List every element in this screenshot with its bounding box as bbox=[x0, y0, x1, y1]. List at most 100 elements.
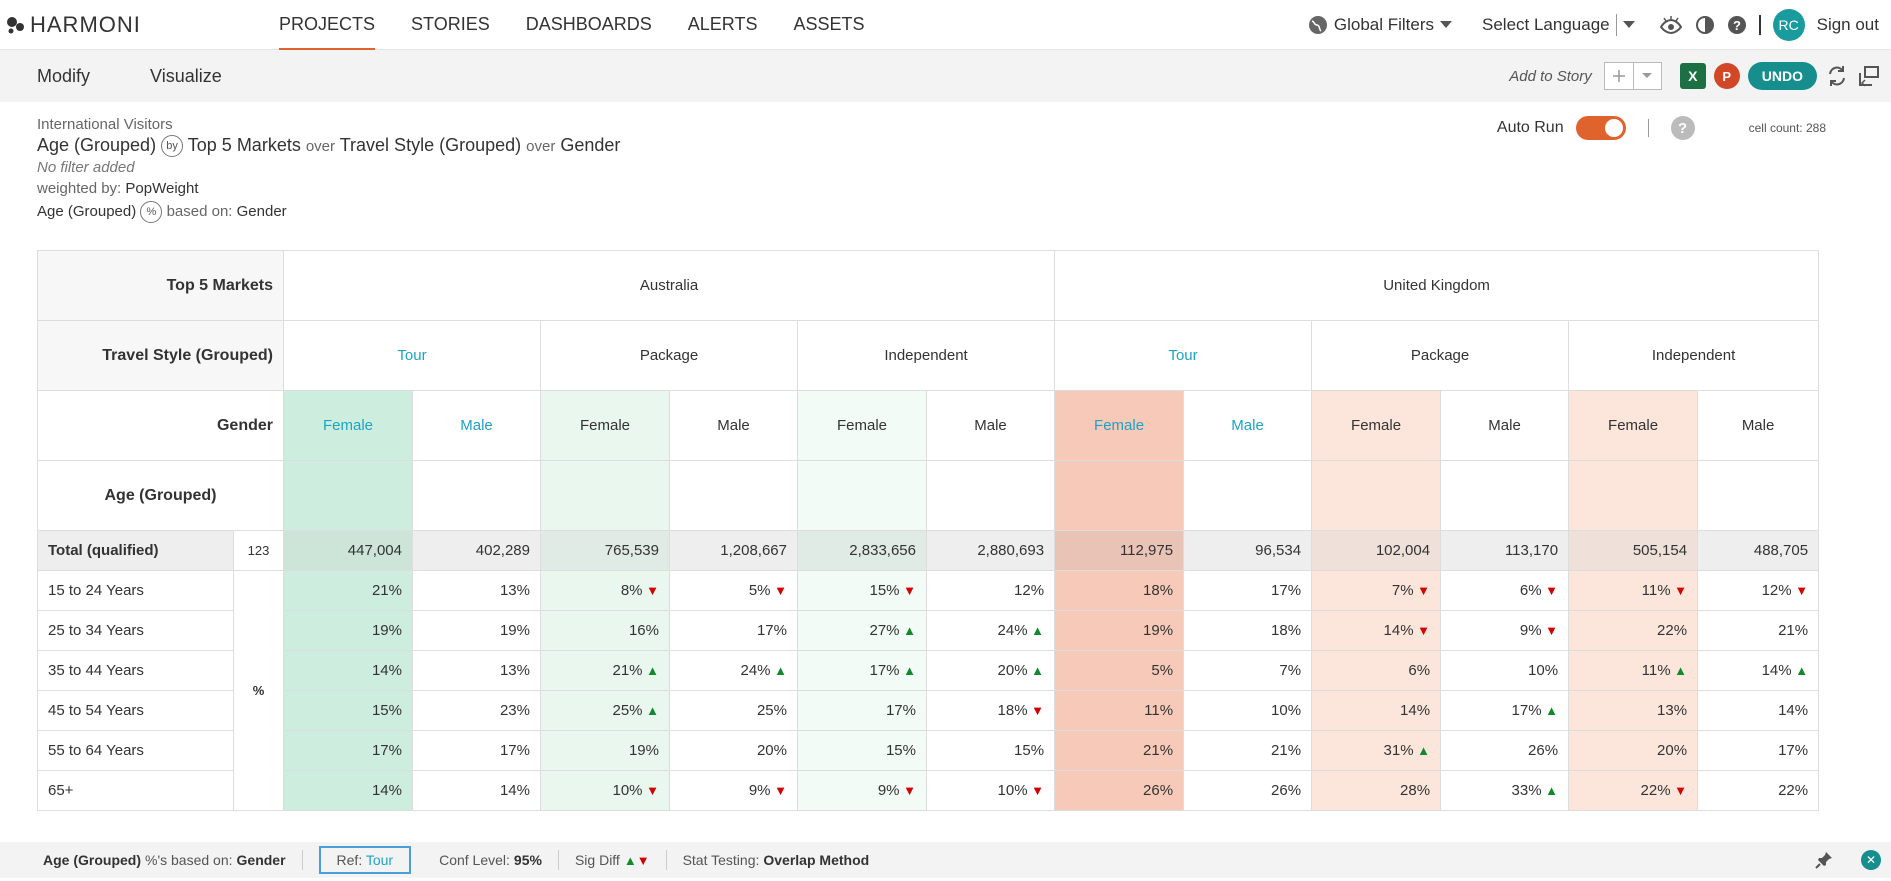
modify-tab[interactable]: Modify bbox=[37, 65, 91, 86]
eye-icon[interactable] bbox=[1659, 15, 1683, 35]
cell-value: 15% bbox=[869, 582, 900, 599]
sign-out-link[interactable]: Sign out bbox=[1816, 14, 1879, 34]
markets-label[interactable]: Top 5 Markets bbox=[37, 250, 284, 321]
style-header-tour[interactable]: Tour bbox=[283, 320, 541, 391]
style-header[interactable]: Independent bbox=[1568, 320, 1820, 391]
total-cell: 505,154 bbox=[1568, 530, 1699, 571]
arrow-up-icon: ▲ bbox=[770, 663, 787, 678]
tab-projects[interactable]: PROJECTS bbox=[261, 0, 393, 50]
reference-selector[interactable]: Ref: Tour bbox=[318, 846, 412, 874]
gender-label[interactable]: Gender bbox=[37, 390, 284, 461]
auto-run-toggle[interactable] bbox=[1575, 116, 1626, 140]
cell-value: 10% bbox=[997, 782, 1028, 799]
cell-value: 13% bbox=[499, 582, 530, 599]
cell-value: 11% bbox=[1641, 582, 1671, 599]
gender-header[interactable]: Male bbox=[925, 390, 1056, 461]
cell-value: 14% bbox=[1778, 702, 1809, 719]
style-header-row: Travel Style (Grouped) Tour Package Inde… bbox=[37, 320, 1820, 391]
cell-value: 15% bbox=[885, 742, 916, 759]
gender-header[interactable]: Male bbox=[1183, 390, 1313, 461]
tab-assets[interactable]: ASSETS bbox=[793, 14, 865, 34]
row-label: 65+ bbox=[37, 770, 234, 811]
pin-icon[interactable] bbox=[1815, 851, 1833, 869]
excel-export-icon[interactable]: X bbox=[1679, 63, 1706, 89]
gender-header[interactable]: Male bbox=[1440, 390, 1570, 461]
cell-value: 16% bbox=[628, 622, 659, 639]
cell-value: 23% bbox=[499, 702, 530, 719]
header-spacer bbox=[1183, 460, 1313, 531]
tab-dashboards[interactable]: DASHBOARDS bbox=[525, 14, 652, 34]
gender-header[interactable]: Male bbox=[1697, 390, 1820, 461]
help-icon[interactable]: ? bbox=[1727, 15, 1747, 35]
cell-value: 17% bbox=[1778, 742, 1809, 759]
cell-value: 11% bbox=[1641, 662, 1671, 679]
gender-header[interactable]: Female bbox=[1054, 390, 1185, 461]
cell-value: 6% bbox=[1519, 582, 1542, 599]
column-variable-3[interactable]: Gender bbox=[560, 135, 621, 155]
global-filters-dropdown[interactable]: Global Filters bbox=[1308, 15, 1452, 35]
weight-variable[interactable]: PopWeight bbox=[125, 180, 199, 198]
arrow-up-icon: ▲ bbox=[1670, 663, 1688, 678]
gender-header[interactable]: Male bbox=[669, 390, 798, 461]
plus-icon[interactable] bbox=[1605, 63, 1633, 89]
toolbar: Modify Visualize Add to Story X P UNDO bbox=[0, 50, 1891, 102]
data-cell: 17% bbox=[669, 610, 798, 651]
column-variable-1[interactable]: Top 5 Markets bbox=[187, 135, 301, 155]
cell-value: 21% bbox=[1143, 742, 1174, 759]
market-header: Australia bbox=[282, 250, 1056, 321]
stat-label: Stat Testing: bbox=[682, 852, 760, 868]
gender-header[interactable]: Female bbox=[797, 390, 927, 461]
style-header[interactable]: Package bbox=[1311, 320, 1570, 391]
total-base: 123 bbox=[233, 530, 284, 571]
tab-alerts[interactable]: ALERTS bbox=[687, 14, 758, 34]
data-cell: 28% bbox=[1311, 770, 1442, 811]
cell-value: 18% bbox=[1271, 622, 1302, 639]
cell-value: 22% bbox=[1640, 782, 1671, 799]
data-cell: 13% bbox=[412, 570, 541, 611]
style-header[interactable]: Independent bbox=[796, 320, 1056, 391]
gender-header[interactable]: Female bbox=[283, 390, 413, 461]
data-cell: 17% bbox=[283, 730, 413, 771]
arrow-up-icon: ▲ bbox=[1413, 743, 1431, 758]
undo-button[interactable]: UNDO bbox=[1747, 62, 1817, 90]
data-cell: 19% bbox=[1054, 610, 1185, 651]
gender-header[interactable]: Female bbox=[1311, 390, 1442, 461]
language-dropdown[interactable]: Select Language bbox=[1482, 13, 1635, 36]
gender-header[interactable]: Female bbox=[540, 390, 670, 461]
data-cell: 14% bbox=[283, 770, 413, 811]
avatar[interactable]: RC bbox=[1772, 8, 1805, 41]
cell-value: 20% bbox=[756, 742, 787, 759]
row-label: 35 to 44 Years bbox=[37, 650, 234, 691]
cell-value: 33% bbox=[1511, 782, 1542, 799]
stat-testing[interactable]: Stat Testing: Overlap Method bbox=[667, 850, 886, 870]
column-variable-2[interactable]: Travel Style (Grouped) bbox=[339, 135, 522, 155]
sig-diff[interactable]: Sig Diff ▲ ▼ bbox=[559, 850, 667, 870]
table-row: 45 to 54 Years 15% 23% 25% ▲ 25% 17% 18% ▼ 11% 1… bbox=[37, 690, 1820, 731]
style-header-tour[interactable]: Tour bbox=[1054, 320, 1313, 391]
confidence-level[interactable]: Conf Level: 95% bbox=[423, 850, 559, 870]
gender-header[interactable]: Female bbox=[1568, 390, 1699, 461]
visualize-tab[interactable]: Visualize bbox=[150, 65, 222, 86]
data-cell: 10% bbox=[1440, 650, 1570, 691]
tab-stories[interactable]: STORIES bbox=[411, 14, 490, 34]
footer-based-label: %'s based on: bbox=[145, 852, 233, 868]
cell-value: 17% bbox=[869, 662, 900, 679]
refresh-icon[interactable] bbox=[1825, 64, 1849, 88]
style-header[interactable]: Package bbox=[540, 320, 798, 391]
row-variable[interactable]: Age (Grouped) bbox=[37, 135, 157, 155]
chevron-down-icon[interactable] bbox=[1632, 63, 1661, 89]
arrow-down-icon: ▼ bbox=[1027, 783, 1045, 798]
cell-value: 26% bbox=[1143, 782, 1174, 799]
arrow-down-icon: ▼ bbox=[636, 852, 650, 868]
close-icon[interactable]: ✕ bbox=[1861, 850, 1881, 870]
row-variable-label[interactable]: Age (Grouped) bbox=[37, 460, 284, 531]
style-label[interactable]: Travel Style (Grouped) bbox=[37, 320, 284, 391]
swap-layout-icon[interactable] bbox=[1857, 64, 1881, 88]
harmoni-logo[interactable]: HARMONI bbox=[6, 12, 261, 38]
contrast-icon[interactable] bbox=[1695, 15, 1715, 35]
cell-value: 21% bbox=[371, 582, 402, 599]
gender-header[interactable]: Male bbox=[412, 390, 541, 461]
table-row: 25 to 34 Years 19% 19% 16% 17% 27% ▲ 24% ▲ 19% 1… bbox=[37, 610, 1820, 651]
powerpoint-export-icon[interactable]: P bbox=[1713, 63, 1740, 89]
help-icon[interactable]: ? bbox=[1670, 116, 1695, 140]
